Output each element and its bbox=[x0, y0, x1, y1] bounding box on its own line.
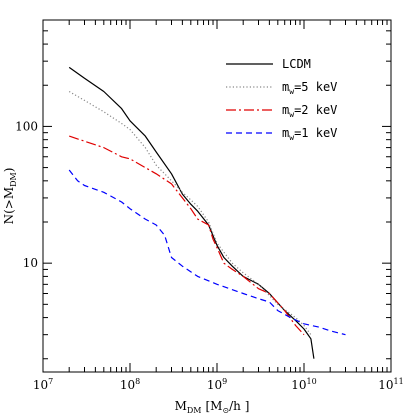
y-tick-label: 100 bbox=[15, 119, 38, 133]
legend-label-3: mw=2 keV bbox=[282, 103, 337, 119]
legend: LCDM mw=5 keV mw=2 keV mw=1 keV bbox=[226, 57, 337, 142]
x-axis-label: MDM [M⊙/h ] bbox=[175, 399, 250, 415]
series-group bbox=[68, 66, 346, 359]
x-tick-label: 1011 bbox=[378, 377, 403, 392]
legend-label-4: mw=1 keV bbox=[282, 126, 337, 142]
axis-ticks: 107 108 109 1010 1011 10 100 bbox=[15, 19, 404, 392]
y-axis-label: N(>MDM) bbox=[2, 168, 18, 225]
legend-label-2: mw=5 keV bbox=[282, 80, 337, 96]
legend-label-1: LCDM bbox=[282, 57, 311, 71]
x-tick-label: 1010 bbox=[291, 377, 316, 392]
y-tick-label: 10 bbox=[23, 256, 38, 270]
plot-frame bbox=[42, 19, 392, 373]
series-line-1 bbox=[68, 66, 315, 359]
series-line-2 bbox=[68, 90, 312, 336]
series-line-4 bbox=[68, 169, 346, 336]
x-tick-label: 109 bbox=[207, 377, 227, 392]
x-tick-label: 107 bbox=[33, 377, 53, 392]
series-line-3 bbox=[69, 135, 305, 336]
x-tick-label: 108 bbox=[120, 377, 140, 392]
